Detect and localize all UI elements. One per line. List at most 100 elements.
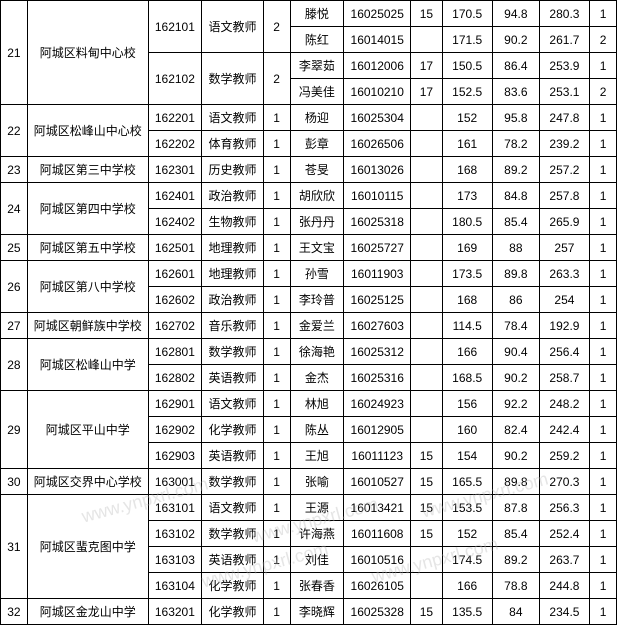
cell-postcode: 163103 (148, 547, 202, 573)
cell-c1 (411, 313, 442, 339)
cell-c5: 1 (590, 235, 617, 261)
cell-c4: 252.4 (539, 521, 589, 547)
cell-c3: 90.2 (492, 443, 539, 469)
cell-c2: 180.5 (442, 209, 492, 235)
cell-c1: 17 (411, 53, 442, 79)
cell-c4: 254 (539, 287, 589, 313)
cell-c1 (411, 391, 442, 417)
cell-subject: 历史教师 (202, 157, 263, 183)
cell-c1 (411, 27, 442, 53)
cell-c5: 1 (590, 157, 617, 183)
cell-c4: 270.3 (539, 469, 589, 495)
cell-c3: 78.2 (492, 131, 539, 157)
cell-examid: 16024923 (344, 391, 411, 417)
cell-c2: 160 (442, 417, 492, 443)
cell-subject: 语文教师 (202, 495, 263, 521)
cell-examid: 16025125 (344, 287, 411, 313)
cell-examid: 16025318 (344, 209, 411, 235)
cell-name: 张喻 (290, 469, 344, 495)
cell-examid: 16012006 (344, 53, 411, 79)
cell-c3: 85.4 (492, 209, 539, 235)
cell-c2: 161 (442, 131, 492, 157)
cell-c4: 258.7 (539, 365, 589, 391)
cell-index: 28 (1, 339, 28, 391)
cell-examid: 16025727 (344, 235, 411, 261)
cell-c3: 82.4 (492, 417, 539, 443)
cell-examid: 16025316 (344, 365, 411, 391)
cell-count: 2 (263, 53, 290, 105)
cell-postcode: 162102 (148, 53, 202, 105)
cell-c1 (411, 573, 442, 599)
cell-c2: 173 (442, 183, 492, 209)
cell-c2: 168.5 (442, 365, 492, 391)
cell-subject: 体育教师 (202, 131, 263, 157)
cell-count: 2 (263, 1, 290, 53)
cell-postcode: 162602 (148, 287, 202, 313)
cell-c1 (411, 261, 442, 287)
cell-examid: 16026506 (344, 131, 411, 157)
cell-examid: 16026105 (344, 573, 411, 599)
cell-c2: 169 (442, 235, 492, 261)
cell-name: 彭章 (290, 131, 344, 157)
cell-c4: 234.5 (539, 599, 589, 625)
cell-name: 李玲普 (290, 287, 344, 313)
cell-c4: 257.8 (539, 183, 589, 209)
cell-c2: 168 (442, 287, 492, 313)
cell-postcode: 163102 (148, 521, 202, 547)
table-row: 27阿城区朝鲜族中学校162702音乐教师1金爱兰16027603114.578… (1, 313, 617, 339)
cell-examid: 16010516 (344, 547, 411, 573)
cell-c4: 256.4 (539, 339, 589, 365)
cell-postcode: 162902 (148, 417, 202, 443)
cell-c4: 256.3 (539, 495, 589, 521)
cell-c5: 1 (590, 261, 617, 287)
cell-c1: 15 (411, 1, 442, 27)
cell-c5: 1 (590, 287, 617, 313)
cell-c4: 239.2 (539, 131, 589, 157)
cell-index: 29 (1, 391, 28, 469)
cell-c1 (411, 287, 442, 313)
cell-c2: 165.5 (442, 469, 492, 495)
cell-subject: 语文教师 (202, 105, 263, 131)
cell-c1 (411, 235, 442, 261)
cell-examid: 16011608 (344, 521, 411, 547)
table-row: 26阿城区第八中学校162601地理教师1孙雪16011903173.589.8… (1, 261, 617, 287)
cell-count: 1 (263, 131, 290, 157)
cell-count: 1 (263, 105, 290, 131)
cell-name: 金杰 (290, 365, 344, 391)
cell-c2: 152 (442, 105, 492, 131)
cell-c4: 259.2 (539, 443, 589, 469)
cell-index: 26 (1, 261, 28, 313)
cell-c5: 2 (590, 79, 617, 105)
cell-subject: 化学教师 (202, 599, 263, 625)
cell-count: 1 (263, 443, 290, 469)
cell-c5: 2 (590, 27, 617, 53)
cell-count: 1 (263, 287, 290, 313)
cell-count: 1 (263, 339, 290, 365)
cell-count: 1 (263, 599, 290, 625)
cell-count: 1 (263, 573, 290, 599)
cell-examid: 16013421 (344, 495, 411, 521)
cell-name: 胡欣欣 (290, 183, 344, 209)
cell-subject: 地理教师 (202, 235, 263, 261)
cell-c1 (411, 209, 442, 235)
cell-c2: 168 (442, 157, 492, 183)
cell-school: 阿城区金龙山中学 (27, 599, 148, 625)
cell-name: 杨迎 (290, 105, 344, 131)
cell-name: 林旭 (290, 391, 344, 417)
cell-c3: 89.2 (492, 157, 539, 183)
cell-postcode: 162601 (148, 261, 202, 287)
cell-count: 1 (263, 365, 290, 391)
cell-postcode: 163101 (148, 495, 202, 521)
cell-postcode: 162801 (148, 339, 202, 365)
table-body: 21阿城区料甸中心校162101语文教师2滕悦1602502515170.594… (1, 1, 617, 625)
cell-subject: 语文教师 (202, 391, 263, 417)
cell-count: 1 (263, 235, 290, 261)
cell-name: 张丹丹 (290, 209, 344, 235)
cell-c1: 15 (411, 495, 442, 521)
cell-name: 陈红 (290, 27, 344, 53)
cell-subject: 生物教师 (202, 209, 263, 235)
cell-postcode: 162401 (148, 183, 202, 209)
cell-name: 李翠茹 (290, 53, 344, 79)
cell-subject: 数学教师 (202, 469, 263, 495)
cell-c3: 90.4 (492, 339, 539, 365)
